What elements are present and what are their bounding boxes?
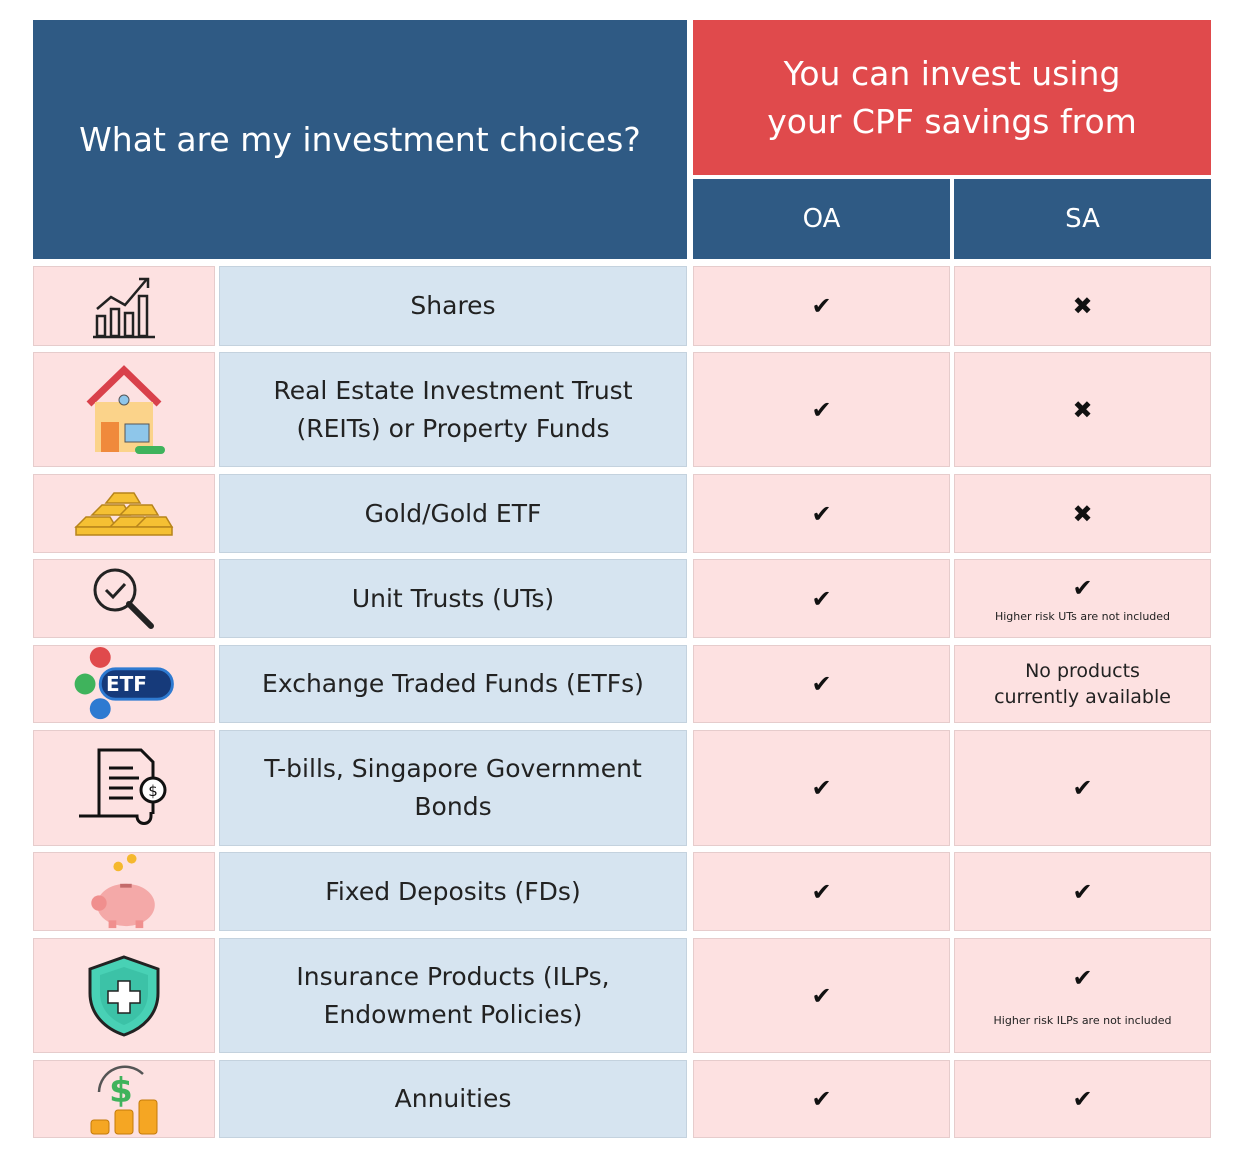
row-label: Annuities [219,1060,687,1138]
sa-cell: ✔ Higher risk ILPs are not included [954,938,1211,1053]
sa-value: ✔ [1072,877,1093,906]
oa-value: ✔ [693,730,950,846]
row-icon [33,266,215,346]
sa-value: ✖ [1072,292,1093,320]
row-label: Unit Trusts (UTs) [219,559,687,638]
sa-value: ✖ [1072,499,1093,528]
sa-cell: No products currently available [954,645,1211,723]
row-icon [33,938,215,1053]
sa-cell: ✔ [954,1060,1211,1138]
row-icon [33,474,215,553]
sa-value: ✔ [1072,964,1093,992]
row-label: Insurance Products (ILPs, Endowment Poli… [219,938,687,1053]
sa-value: No products currently available [994,660,1171,708]
sa-cell: ✖ [954,352,1211,467]
sa-cell: ✖ [954,266,1211,346]
row-icon: $ [33,1060,215,1138]
header-subtitle: You can invest using your CPF savings fr… [693,20,1211,175]
oa-value: ✔ [693,474,950,553]
sa-note: Higher risk ILPs are not included [993,1014,1172,1027]
column-header: OA [693,179,950,259]
row-icon: $ [33,730,215,846]
row-icon [33,559,215,638]
row-label: Shares [219,266,687,346]
row-label: Gold/Gold ETF [219,474,687,553]
oa-value: ✔ [693,645,950,723]
sa-value: ✔ [1072,1085,1093,1113]
row-label: T-bills, Singapore Government Bonds [219,730,687,846]
sa-value: ✔ [1072,774,1093,802]
icon-text: ETF [106,672,147,696]
sa-cell: ✔ [954,730,1211,846]
sa-value: ✖ [1072,395,1093,424]
column-header: SA [954,179,1211,259]
header-title: What are my investment choices? [33,20,687,259]
sa-value: ✔ [1072,574,1093,602]
row-icon [33,852,215,931]
oa-value: ✔ [693,266,950,346]
sa-cell: ✖ [954,474,1211,553]
row-icon: ETF [33,645,215,723]
sa-cell: ✔ [954,852,1211,931]
svg-text:$: $ [109,1071,133,1111]
svg-text:$: $ [148,782,158,800]
oa-value: ✔ [693,352,950,467]
row-label: Fixed Deposits (FDs) [219,852,687,931]
oa-value: ✔ [693,1060,950,1138]
sa-cell: ✔ Higher risk UTs are not included [954,559,1211,638]
row-label: Exchange Traded Funds (ETFs) [219,645,687,723]
sa-note: Higher risk UTs are not included [994,610,1171,623]
row-label: Real Estate Investment Trust (REITs) or … [219,352,687,467]
oa-value: ✔ [693,852,950,931]
oa-value: ✔ [693,938,950,1053]
row-icon [33,352,215,467]
oa-value: ✔ [693,559,950,638]
